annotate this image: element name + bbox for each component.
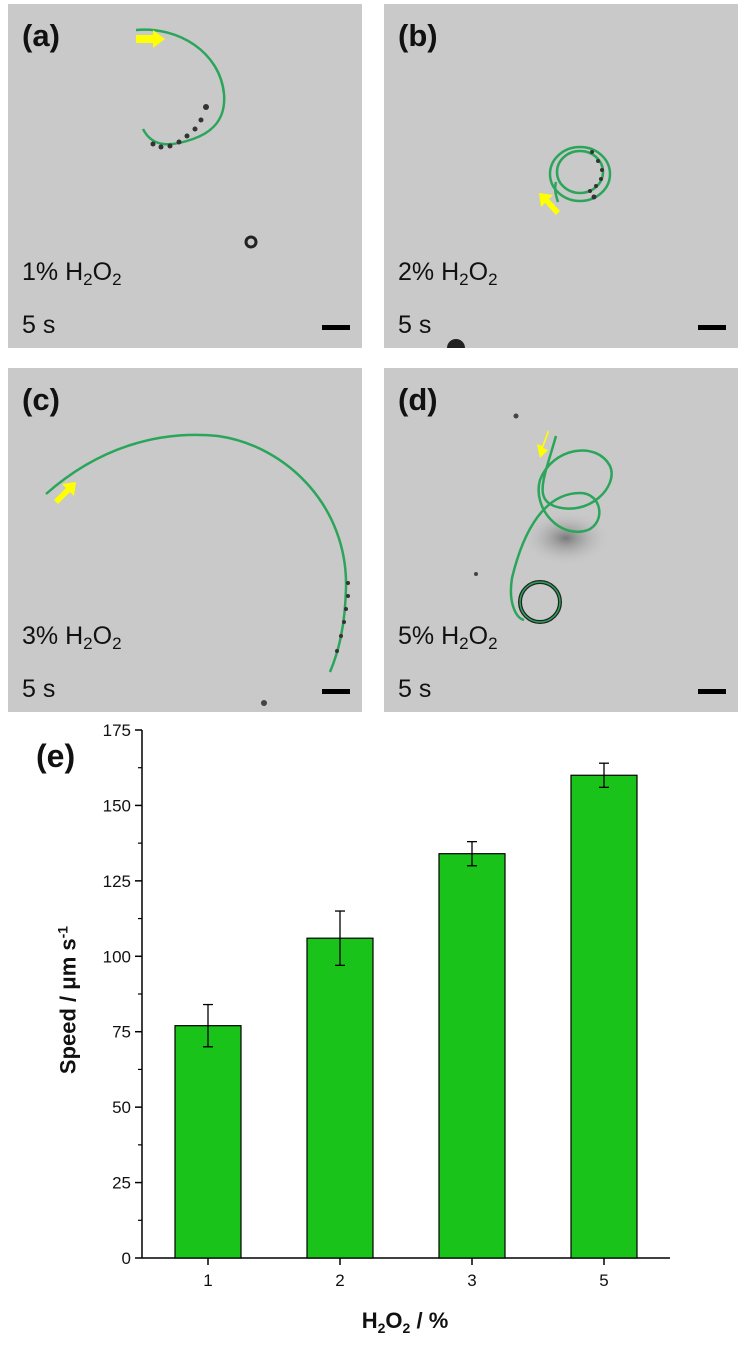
- y-tick-label: 150: [103, 796, 131, 815]
- panel-label: (a): [22, 18, 60, 53]
- micrograph-panel-c: (c) 3% H2O2 5 s: [8, 368, 362, 712]
- particle: [474, 572, 478, 576]
- micrograph-d-image: [474, 413, 613, 624]
- motor-dots: [150, 104, 209, 150]
- motor-dots: [335, 581, 350, 653]
- x-tick-label: 2: [335, 1271, 344, 1290]
- shadow-blob: [8, 149, 53, 269]
- trajectory-path: [509, 435, 613, 622]
- condition-label: 1% H2O2: [22, 258, 122, 289]
- bar: [570, 774, 638, 1259]
- direction-arrow-icon: [136, 30, 165, 48]
- panel-label: (b): [398, 18, 438, 53]
- trajectory-ring: [519, 581, 561, 623]
- time-label: 5 s: [398, 311, 432, 339]
- micrograph-b-image: [447, 145, 612, 348]
- direction-arrow-icon: [539, 193, 560, 215]
- x-tick-label: 1: [203, 1271, 212, 1290]
- chart-panel-label: (e): [36, 738, 76, 774]
- panel-label: (c): [22, 382, 60, 417]
- bar: [174, 1025, 242, 1259]
- trajectory-tail: [553, 181, 560, 203]
- micrograph-panel-b: (b) 2% H2O2 5 s: [384, 4, 738, 348]
- motor-dots: [588, 150, 604, 200]
- micrograph-c-image: [45, 433, 350, 706]
- particle: [513, 413, 519, 419]
- trajectory-loop-2: [555, 149, 605, 195]
- micrograph-panel-a: (a) 1% H2O2 5 s: [8, 4, 362, 348]
- scale-bar: [698, 325, 726, 330]
- x-tick-label: 3: [467, 1271, 476, 1290]
- trajectory-loop-1: [548, 145, 612, 203]
- y-tick-label: 75: [112, 1023, 131, 1042]
- time-label: 5 s: [398, 675, 432, 703]
- particle: [261, 700, 267, 706]
- direction-arrow-icon: [54, 482, 76, 504]
- scale-bar: [698, 689, 726, 694]
- chart-bars: [174, 774, 638, 1259]
- bar: [306, 937, 374, 1259]
- bar: [438, 853, 506, 1259]
- condition-label: 5% H2O2: [398, 622, 498, 653]
- y-tick-label: 125: [103, 872, 131, 891]
- y-tick-label: 50: [112, 1098, 131, 1117]
- scale-bar: [322, 689, 350, 694]
- y-tick-label: 0: [122, 1249, 131, 1268]
- micrograph-a-image: [8, 28, 258, 269]
- trajectory-path: [135, 28, 226, 146]
- x-tick-label: 5: [599, 1271, 608, 1290]
- chart-error-bars: [203, 762, 609, 1048]
- y-tick-label: 25: [112, 1174, 131, 1193]
- condition-label: 3% H2O2: [22, 622, 122, 653]
- speed-bar-chart: 0 25 50 75 100 125 150 175 1 2 3 5: [103, 721, 670, 1290]
- panel-label: (d): [398, 382, 438, 417]
- y-tick-label: 175: [103, 721, 131, 740]
- y-axis-label: Speed / μm s-1: [54, 925, 81, 1075]
- micrograph-panel-d: (d) 5% H2O2 5 s: [384, 368, 738, 712]
- time-label: 5 s: [22, 675, 56, 703]
- x-axis-label: H2O2 / %: [361, 1308, 449, 1336]
- condition-label: 2% H2O2: [398, 258, 498, 289]
- scale-bar: [322, 325, 350, 330]
- direction-arrow-icon: [537, 430, 549, 458]
- y-tick-label: 100: [103, 947, 131, 966]
- shadow-blob: [521, 510, 611, 566]
- time-label: 5 s: [22, 311, 56, 339]
- bubble: [244, 235, 258, 249]
- bubble: [447, 339, 465, 348]
